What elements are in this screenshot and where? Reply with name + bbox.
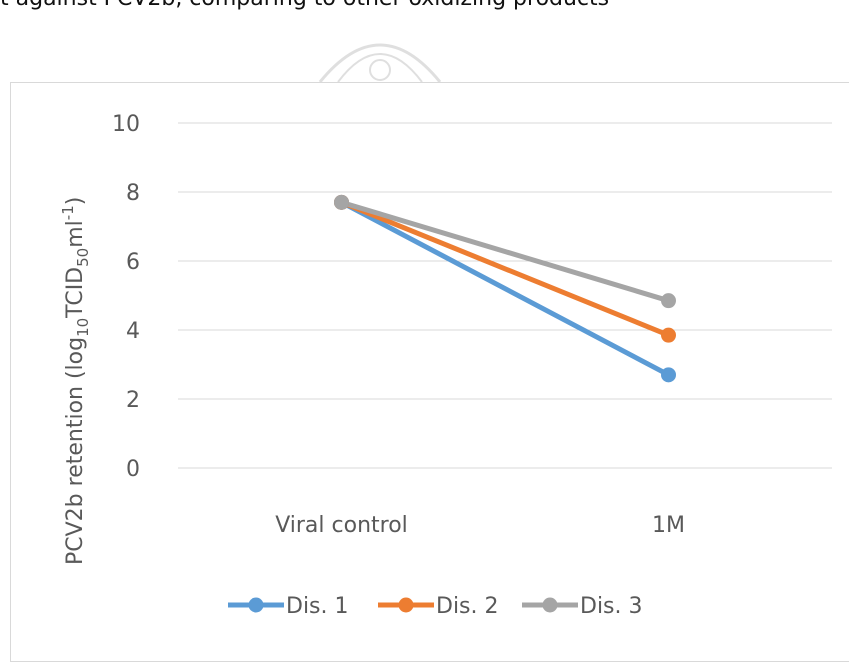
data-point-dis-3: [661, 293, 676, 309]
data-point-dis-1: [661, 367, 676, 383]
series-line-dis-3: [339, 199, 671, 304]
data-point-dis-3: [334, 194, 349, 210]
data-point-dis-2: [661, 327, 676, 343]
y-axis-label-sup: -1: [59, 205, 77, 220]
legend-label: Dis. 2: [436, 594, 499, 619]
y-tick-label: 4: [126, 319, 140, 344]
y-tick-label: 0: [126, 457, 140, 482]
y-axis-label-main: PCV2b retention (log: [63, 337, 88, 565]
y-tick-label: 6: [126, 250, 140, 275]
series-lines: [334, 194, 676, 383]
y-axis-label-close: ): [63, 197, 88, 206]
y-axis-label-sub1: 10: [74, 318, 92, 337]
y-tick-label: 8: [126, 181, 140, 206]
y-axis-label-mid: TCID: [63, 267, 88, 319]
line-chart: 0 2 4 6 8 10 Viral control 1M PCV2b retention …: [59, 112, 832, 619]
y-axis-label-unit: ml: [63, 220, 88, 248]
series-line-dis-1: [339, 199, 671, 378]
legend: Dis. 1 Dis. 2 Dis. 3: [228, 594, 643, 619]
y-axis-label: PCV2b retention (log10TCID50ml-1): [59, 197, 92, 565]
y-axis-tick-labels: 0 2 4 6 8 10: [112, 112, 140, 482]
series-line-dis-2: [339, 199, 671, 338]
x-axis-tick-labels: Viral control 1M: [275, 513, 685, 538]
document-caption-fragment: t against PCV2b, comparing to other oxid…: [0, 0, 609, 11]
legend-swatch-marker: [248, 597, 264, 613]
y-tick-label: 10: [112, 112, 140, 137]
gridlines: [178, 122, 832, 469]
y-tick-label: 2: [126, 388, 140, 413]
y-axis-label-sub2: 50: [74, 248, 92, 267]
legend-swatch-marker: [542, 597, 558, 613]
x-tick-label: 1M: [652, 513, 685, 538]
legend-label: Dis. 3: [580, 594, 643, 619]
legend-label: Dis. 1: [286, 594, 349, 619]
x-tick-label: Viral control: [275, 513, 408, 538]
university-seal-watermark: [318, 43, 442, 83]
legend-swatch-marker: [398, 597, 414, 613]
